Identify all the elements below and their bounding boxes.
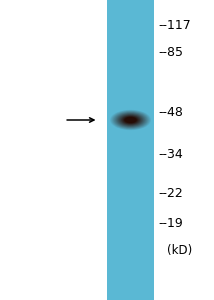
- Ellipse shape: [124, 117, 137, 123]
- Text: --117: --117: [158, 19, 191, 32]
- Ellipse shape: [123, 116, 138, 124]
- Ellipse shape: [114, 112, 147, 128]
- Text: (kD): (kD): [167, 244, 192, 257]
- Ellipse shape: [112, 111, 149, 129]
- Ellipse shape: [115, 112, 146, 128]
- Text: --19: --19: [158, 217, 183, 230]
- Ellipse shape: [111, 110, 150, 130]
- Text: --48: --48: [158, 106, 183, 119]
- Ellipse shape: [125, 117, 137, 123]
- Ellipse shape: [121, 115, 140, 125]
- Ellipse shape: [114, 112, 147, 128]
- Ellipse shape: [118, 114, 143, 126]
- Ellipse shape: [116, 113, 145, 127]
- Ellipse shape: [120, 115, 141, 125]
- Ellipse shape: [113, 111, 148, 129]
- Ellipse shape: [111, 111, 150, 129]
- FancyBboxPatch shape: [107, 0, 154, 300]
- Ellipse shape: [110, 110, 151, 130]
- Ellipse shape: [119, 114, 142, 126]
- Text: --22: --22: [158, 187, 183, 200]
- Text: --34: --34: [158, 148, 183, 161]
- Text: --85: --85: [158, 46, 183, 59]
- Ellipse shape: [109, 110, 152, 130]
- Ellipse shape: [117, 113, 144, 127]
- Ellipse shape: [122, 116, 139, 124]
- Ellipse shape: [120, 115, 141, 125]
- Ellipse shape: [122, 116, 139, 124]
- Ellipse shape: [117, 113, 144, 127]
